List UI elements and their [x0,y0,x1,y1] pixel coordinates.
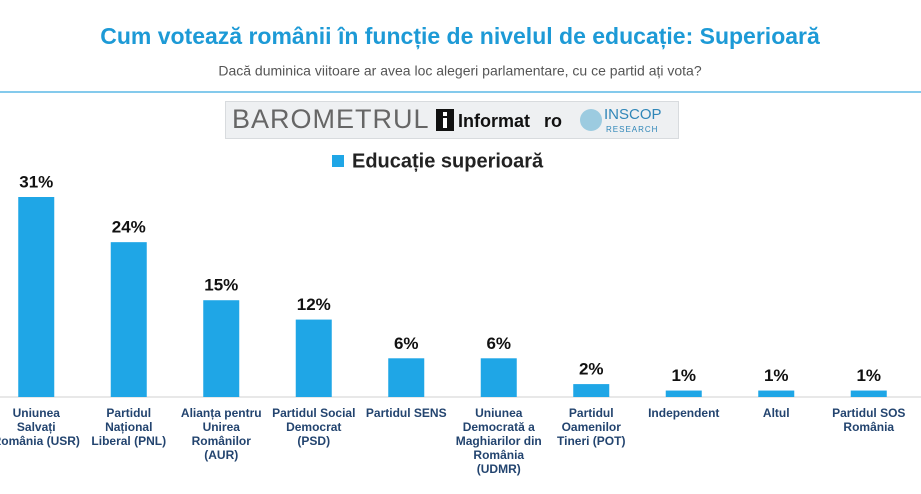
logo-icon-bar [443,118,447,128]
x-tick-label: Alianța pentru Unirea Românilor (AUR) [180,406,262,462]
bar [110,242,147,397]
x-tick-label: Partidul Oamenilor Tineri (POT) [557,406,626,448]
value-label: 1% [856,366,881,385]
logo-inscop-sub: RESEARCH [606,125,658,134]
x-tick-label: Uniunea Salvați România (USR) [0,406,80,448]
logo-banner: BAROMETRUL Informat ro INSCOP RESEARCH [225,101,679,139]
logo-inscop: INSCOP [604,106,662,123]
chart-title: Cum votează românii în funcție de nivelu… [100,23,820,50]
bar [203,300,240,397]
x-tick-label: Uniunea Democrată a Maghiarilor din Româ… [455,406,542,476]
value-label: 2% [579,360,604,379]
bar [665,390,702,397]
value-label: 31% [19,172,53,191]
bar [18,197,55,397]
x-tick-label: Partidul Național Liberal (PNL) [91,406,167,448]
bar [850,390,887,397]
value-label: 12% [297,295,331,314]
value-label: 24% [112,218,146,237]
bar [480,358,517,397]
chart-subtitle: Dacă duminica viitoare ar avea loc alege… [218,63,701,79]
bar [388,358,425,397]
logo-inscop-mark [580,109,602,131]
x-tick-label: Partidul Social Democrat (PSD) [272,406,356,448]
logo-informat: Informat [458,111,530,131]
value-label: 1% [764,366,789,385]
x-tick-label: Partidul SENS [365,406,447,420]
bar [295,319,332,397]
logo-icon-dot [443,112,447,116]
value-label: 6% [486,334,511,353]
legend-label: Educație superioară [352,150,544,172]
x-tick-label: Independent [648,406,720,420]
logo-informat-suffix: ro [544,111,562,131]
value-label: 1% [671,366,696,385]
value-label: 6% [394,334,419,353]
value-label: 15% [204,276,238,295]
bar [573,384,610,397]
x-tick-label: Altul [762,406,790,420]
legend-swatch [332,155,344,167]
bar [758,390,795,397]
x-tick-label: Partidul SOS România [832,406,906,434]
logo-barometer: BAROMETRUL [232,104,430,134]
logo: BAROMETRUL Informat ro INSCOP RESEARCH [232,104,662,134]
